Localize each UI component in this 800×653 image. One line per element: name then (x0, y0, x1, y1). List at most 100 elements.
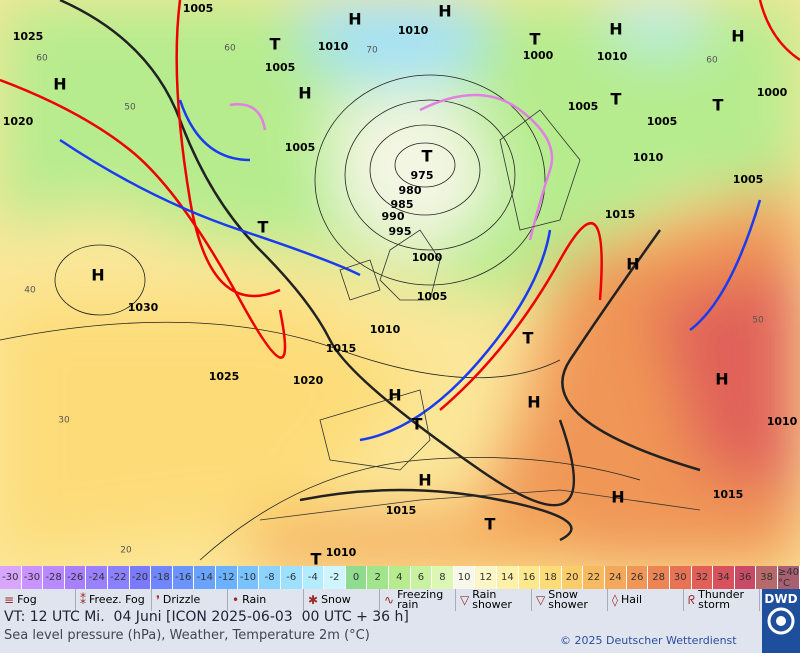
pressure-label: 1000 (412, 251, 443, 264)
scale-cell: -14 (194, 566, 217, 589)
pressure-label: 1025 (209, 370, 240, 383)
pressure-label: 1000 (757, 86, 788, 99)
pressure-label: 1010 (370, 323, 401, 336)
scale-cell: -24 (86, 566, 109, 589)
pressure-label: 1005 (647, 115, 678, 128)
pressure-label: 1030 (128, 301, 159, 314)
scale-cell: 22 (583, 566, 606, 589)
legend-label: Freezing rain (397, 588, 444, 611)
legend-label: Thunder storm (698, 588, 745, 611)
pressure-center: H (348, 10, 361, 29)
scale-cell: -20 (129, 566, 152, 589)
pressure-label: 1005 (568, 100, 599, 113)
pressure-center: H (91, 266, 104, 285)
pressure-label: 1005 (265, 61, 296, 74)
description: Sea level pressure (hPa), Weather, Tempe… (4, 628, 370, 643)
graticule-label: 30 (58, 416, 70, 426)
scale-cell: -18 (151, 566, 173, 589)
scale-cell: 14 (497, 566, 519, 589)
weather-legend: ≡ Fog ⁑ Freez. Fog ❜ Drizzle • Rain ✱ Snow ∿ Freezi… (0, 589, 760, 611)
scale-cell: 34 (713, 566, 735, 589)
isobars (0, 0, 701, 561)
graticule-label: 70 (366, 46, 378, 56)
color-scale: -30 -30 -28 -26 -24 -22 -20 -18 -16 -14 -12 -10 -8 -6… (0, 566, 800, 589)
legend-icon: ∿ (384, 593, 395, 607)
legend-icon: ≡ (4, 593, 15, 607)
graticule-label: 50 (752, 316, 764, 326)
pressure-label: 985 (391, 198, 414, 211)
graticule-label: 60 (706, 56, 718, 66)
legend-icon: ❜ (156, 593, 160, 607)
scale-cell: -10 (237, 566, 260, 589)
scale-cell: -30 (21, 566, 44, 589)
pressure-center: T (485, 515, 496, 534)
pressure-center: H (388, 386, 401, 405)
dwd-logo: DWD (762, 589, 800, 653)
pressure-label: 1015 (326, 342, 357, 355)
legend-label: Rain (242, 593, 267, 606)
legend-item: ∿ Freezing rain (380, 589, 456, 611)
graticule-label: 60 (224, 44, 236, 54)
pressure-label: 1010 (398, 24, 429, 37)
legend-item: ▽ Rain shower (456, 589, 532, 611)
pressure-label: 1010 (633, 151, 664, 164)
weather-map: 1005 1025 1010 1005 1010 1000 1010 1000 1020 1005… (0, 0, 800, 566)
scale-cell: -28 (43, 566, 65, 589)
scale-cell: 32 (691, 566, 714, 589)
coastlines (259, 109, 701, 521)
scale-cell: 36 (734, 566, 757, 589)
scale-cell: -2 (324, 566, 346, 589)
scale-cell: -16 (172, 566, 195, 589)
legend-label: Snow (321, 593, 351, 606)
scale-cell: 12 (475, 566, 498, 589)
scale-cell: -12 (216, 566, 238, 589)
legend-label: Hail (620, 593, 643, 606)
pressure-label: 1015 (605, 208, 636, 221)
scale-cell: 10 (453, 566, 476, 589)
pressure-center: H (609, 20, 622, 39)
pressure-label: 1005 (417, 290, 448, 303)
scale-cell: -6 (280, 566, 303, 589)
pressure-center: T (530, 30, 541, 49)
scale-cell: 30 (669, 566, 692, 589)
pressure-label: 980 (399, 184, 422, 197)
legend-item: • Rain (228, 589, 304, 611)
scale-cell: -26 (64, 566, 87, 589)
pressure-center: T (270, 35, 281, 54)
scale-cell: 20 (561, 566, 584, 589)
scale-cell: 0 (345, 566, 368, 589)
legend-icon: • (232, 593, 240, 607)
legend-item: ▽ Snow shower (532, 589, 608, 611)
scale-cell: -30 (0, 566, 22, 589)
legend-item: ❜ Drizzle (152, 589, 228, 611)
pressure-center: H (438, 2, 451, 21)
scale-cell: 4 (388, 566, 411, 589)
pressure-label: 1025 (13, 30, 44, 43)
legend-item: ✱ Snow (304, 589, 380, 611)
pressure-center: T (412, 415, 423, 434)
pressure-center: H (418, 471, 431, 490)
pressure-center: H (731, 27, 744, 46)
pressure-label: 1005 (285, 141, 316, 154)
legend-icon: ⁑ (80, 593, 86, 607)
pressure-label: 995 (389, 225, 412, 238)
logo-text: DWD (764, 592, 798, 606)
scale-cell: 8 (432, 566, 454, 589)
scale-cell: 18 (540, 566, 562, 589)
graticule-label: 40 (24, 286, 36, 296)
legend-icon: ᖇ (688, 593, 696, 607)
valid-time: VT: 12 UTC Mi. 04 Juni [ICON 2025-06-03 … (4, 609, 409, 625)
scale-cell: -22 (108, 566, 130, 589)
pressure-label: 1015 (386, 504, 417, 517)
legend-label: Freez. Fog (89, 593, 145, 606)
pressure-label: 975 (411, 169, 434, 182)
graticule-label: 50 (124, 103, 136, 113)
pressure-label: 1000 (523, 49, 554, 62)
legend-label: Rain shower (472, 588, 512, 611)
pressure-center: T (611, 90, 622, 109)
pressure-label: 1005 (183, 2, 214, 15)
pressure-label: 990 (382, 210, 405, 223)
legend-icon: ◊ (612, 593, 618, 607)
legend-label: Snow shower (548, 588, 588, 611)
legend-label: Drizzle (162, 593, 201, 606)
